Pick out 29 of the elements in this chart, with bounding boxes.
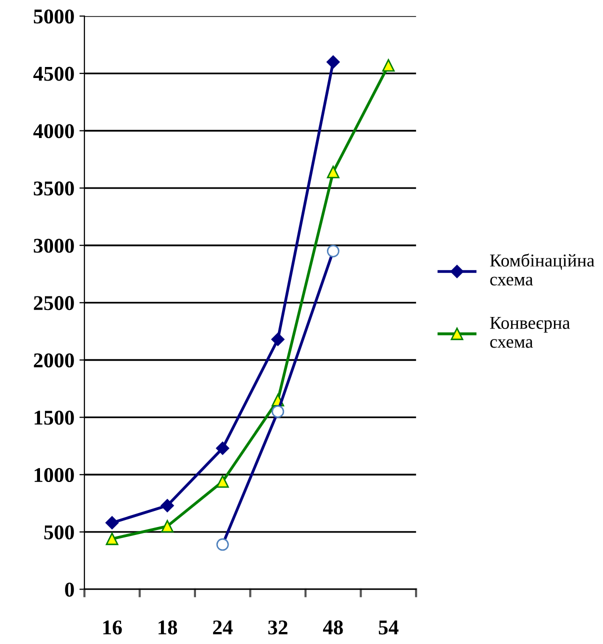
y-tick-label: 3500 <box>34 181 74 196</box>
y-tick-label: 5000 <box>34 9 74 24</box>
legend-label: Комбінаційна схема <box>490 254 594 286</box>
point <box>216 442 230 455</box>
point <box>326 55 340 69</box>
y-tick-label: 4000 <box>33 124 74 138</box>
point <box>105 516 119 530</box>
x-tick-label: 24 <box>213 620 233 634</box>
y-tick-label: 0 <box>65 582 74 597</box>
x-tick-label: 48 <box>323 620 343 634</box>
x-tick-label: 16 <box>103 620 122 634</box>
point <box>271 332 284 346</box>
x-tick-label: 32 <box>268 620 288 634</box>
y-tick-label: 2500 <box>34 296 74 310</box>
point <box>382 59 395 72</box>
y-tick-label: 1500 <box>34 410 74 425</box>
y-tick-label: 1000 <box>34 468 74 482</box>
point <box>216 475 229 488</box>
y-tick-label: 3000 <box>34 238 74 253</box>
legend-label: Конвеєрна схема <box>490 316 570 348</box>
point <box>161 520 174 532</box>
point <box>326 166 340 178</box>
point <box>160 498 174 512</box>
y-tick-label: 4500 <box>33 66 74 81</box>
y-tick-label: 2000 <box>34 353 74 368</box>
point <box>106 532 118 546</box>
x-tick-label: 18 <box>158 620 178 634</box>
y-tick-label: 500 <box>44 525 74 540</box>
x-tick-label: 54 <box>378 620 398 634</box>
